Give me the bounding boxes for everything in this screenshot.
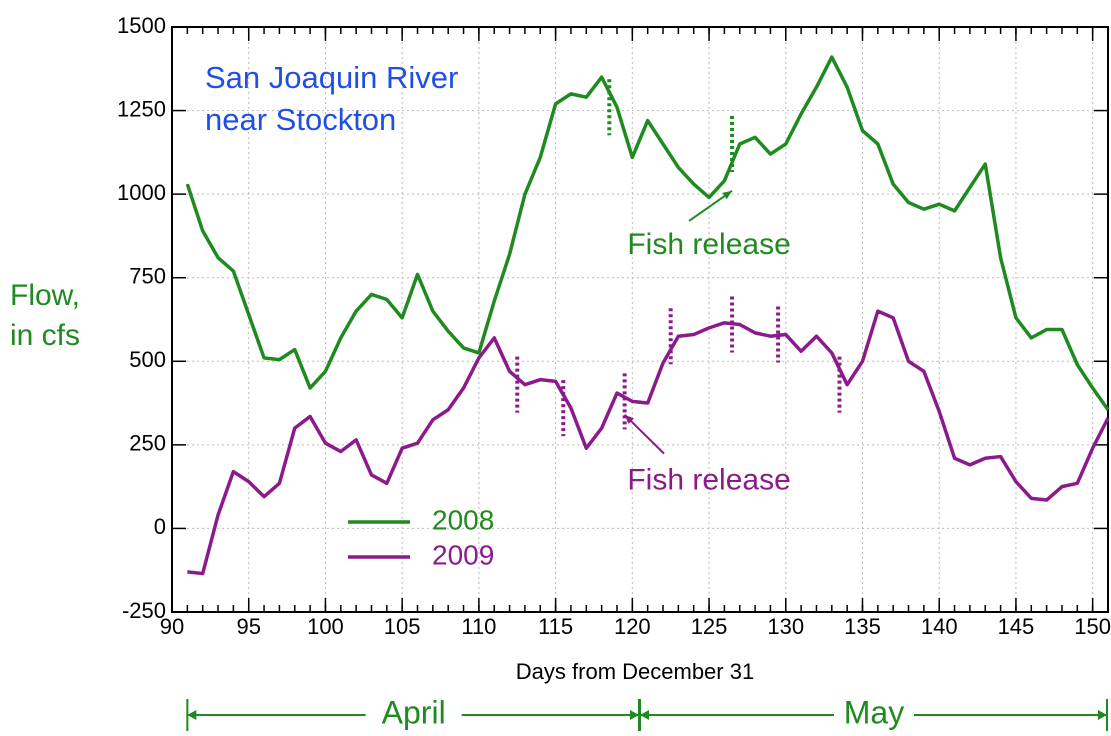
- x-tick-label: 100: [307, 614, 344, 639]
- plot-frame: [171, 26, 1109, 613]
- x-tick-label: 140: [921, 614, 958, 639]
- y-tick-label: 250: [129, 431, 166, 456]
- x-tick-label: 120: [614, 614, 651, 639]
- arrow-head: [640, 710, 649, 720]
- x-tick-label: 125: [691, 614, 728, 639]
- month-label: May: [844, 694, 904, 730]
- x-tick-label: 145: [998, 614, 1035, 639]
- month-label: April: [382, 694, 446, 730]
- x-tick-label: 130: [767, 614, 804, 639]
- arrow-head: [187, 710, 197, 720]
- arrow-head: [722, 190, 733, 200]
- x-tick-label: 95: [236, 614, 260, 639]
- x-tick-label: 110: [461, 614, 496, 639]
- arrow-head: [630, 710, 639, 720]
- legend-label: 2008: [432, 504, 494, 535]
- annotation-arrow: [623, 414, 665, 455]
- series-line: [185, 55, 1110, 411]
- arrow-head: [1098, 710, 1107, 720]
- x-tick-label: 115: [538, 614, 573, 639]
- y-axis-title: in cfs: [10, 319, 80, 352]
- y-axis-title: Flow,: [10, 279, 80, 312]
- legend-label: 2009: [432, 539, 494, 570]
- x-axis-title: Days from December 31: [516, 659, 754, 684]
- y-tick-label: 1250: [117, 96, 166, 121]
- y-tick-label: 500: [129, 347, 166, 372]
- series-line: [187, 309, 1110, 576]
- annotation: Fish release: [627, 464, 790, 497]
- y-tick-label: -250: [122, 598, 166, 623]
- x-tick-label: 105: [384, 614, 421, 639]
- x-tick-label: 150: [1074, 614, 1111, 639]
- chart-title: San Joaquin River: [205, 60, 458, 95]
- x-tick-label: 90: [160, 614, 184, 639]
- y-tick-label: 1500: [117, 13, 166, 38]
- y-tick-label: 0: [154, 514, 166, 539]
- chart-title: near Stockton: [205, 102, 396, 137]
- arrow-head: [624, 414, 634, 425]
- y-tick-label: 1000: [117, 180, 166, 205]
- annotation: Fish release: [627, 228, 790, 261]
- y-tick-label: 750: [129, 264, 166, 289]
- x-tick-label: 135: [844, 614, 881, 639]
